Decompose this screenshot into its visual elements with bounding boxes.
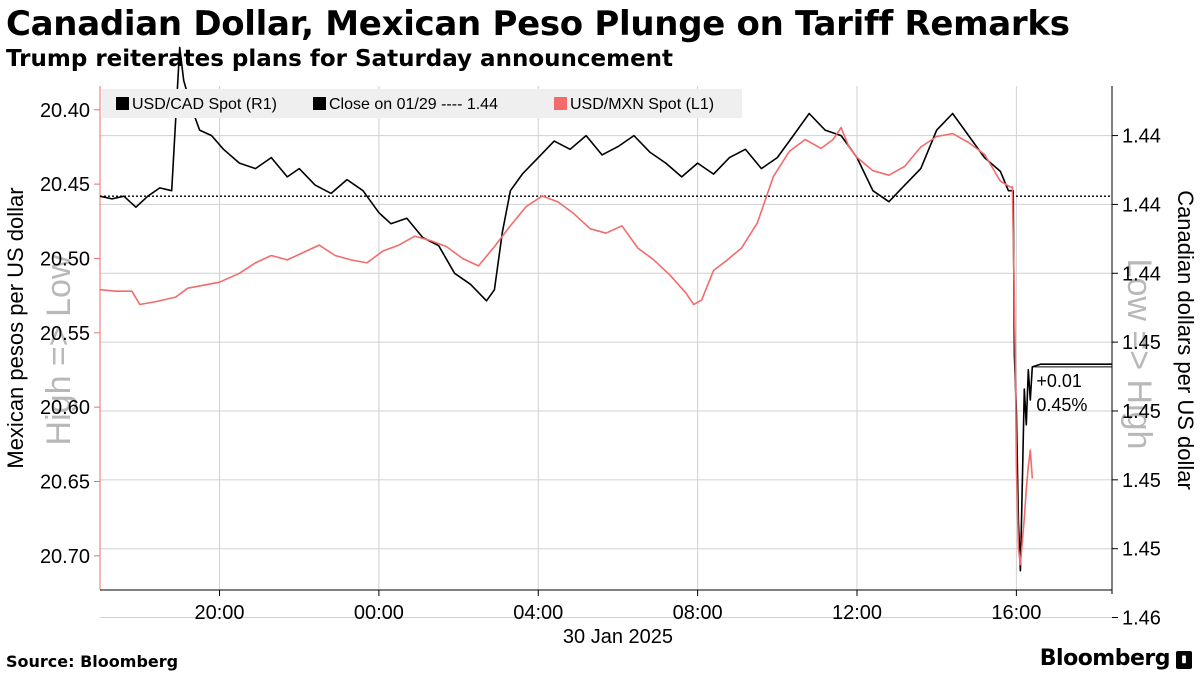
legend-swatch-close [313,97,326,110]
left-tick-label-5: 20.65 [40,471,90,493]
left-tick-label-0: 20.40 [40,100,90,122]
right-tick-label-6: 1.45 [1122,539,1161,561]
series-line-usd-mxn-spot [99,126,1034,566]
annotation-change: +0.01 [1036,371,1082,391]
chart-title: Canadian Dollar, Mexican Peso Plunge on … [6,4,1070,44]
bloomberg-mark-icon: ▮ [1176,651,1192,669]
left-watermark: High => Low [40,254,78,445]
legend-swatch-usdcad [116,97,129,110]
bloomberg-logo: Bloomberg [1039,646,1171,671]
x-tick-label-4: 12:00 [832,602,882,624]
left-tick-label-4: 20.60 [40,397,90,419]
series-line-usd-cad-spot [99,46,1112,572]
right-tick-label-3: 1.45 [1122,332,1161,354]
axes: 20.40 20.45 20.50 20.55 20.60 20.65 20.70 1.44 1… [40,86,1161,630]
right-tick-label-2: 1.44 [1122,263,1161,285]
legend-swatch-usdmxn [554,97,567,110]
right-tick-label-1: 1.44 [1122,194,1161,216]
right-axis-title: Canadian dollars per US dollar [1173,190,1198,490]
x-tick-label-3: 08:00 [673,602,723,624]
right-tick-label-7: 1.46 [1122,608,1161,630]
left-axis-title: Mexican pesos per US dollar [3,187,28,468]
right-watermark: Low => High [1120,259,1158,450]
left-tick-label-1: 20.45 [40,174,90,196]
left-tick-label-2: 20.50 [40,248,90,270]
x-tick-label-5: 16:00 [991,602,1041,624]
series-layer [99,46,1112,572]
legend-label-usdcad: USD/CAD Spot (R1) [132,96,277,113]
chart-area: High => Low Low => High 20.4020.4520.502… [3,46,1198,645]
chart-subtitle: Trump reiterates plans for Saturday anno… [6,46,674,72]
left-tick-label-6: 20.70 [40,546,90,568]
legend-label-usdmxn: USD/MXN Spot (L1) [570,96,714,113]
legend-label-close: Close on 01/29 ---- 1.44 [329,96,498,113]
source-note: Source: Bloomberg [6,652,179,671]
x-axis-date-label: 30 Jan 2025 [563,626,673,645]
left-tick-label-3: 20.55 [40,323,90,345]
right-tick-label-0: 1.44 [1122,126,1161,148]
legend: USD/CAD Spot (R1) Close on 01/29 ---- 1.… [102,89,742,118]
grid-lines [100,86,1112,619]
right-tick-label-5: 1.45 [1122,470,1161,492]
x-tick-label-0: 20:00 [194,602,244,624]
x-tick-label-2: 04:00 [513,602,563,624]
x-tick-label-1: 00:00 [354,602,404,624]
legend-background [102,89,742,118]
right-tick-label-4: 1.45 [1122,401,1161,423]
annotation-percent: 0.45% [1036,395,1087,415]
